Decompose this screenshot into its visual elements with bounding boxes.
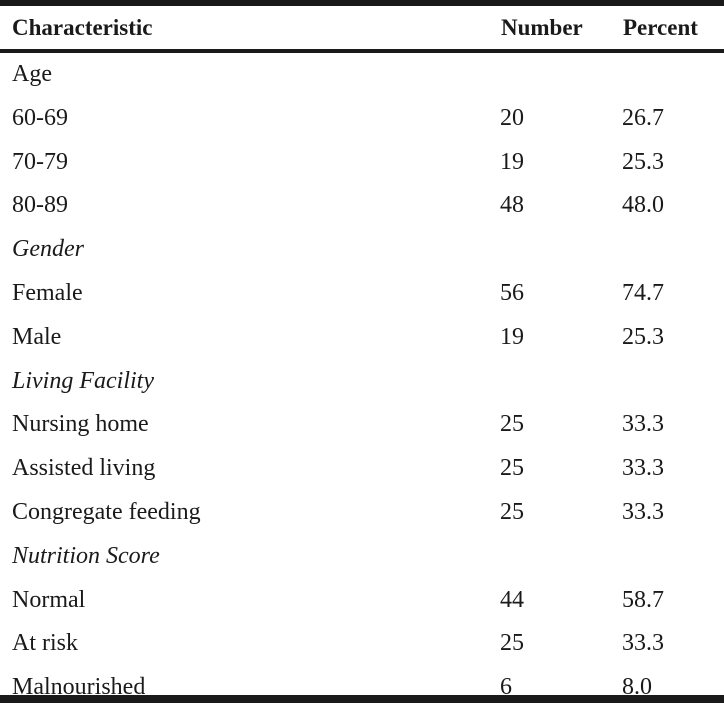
row-label: 70-79 [12,148,68,175]
row-percent: 74.7 [622,279,664,306]
row-number: 19 [500,148,524,175]
row-number: 48 [500,192,524,219]
row-label: Nursing home [12,411,149,438]
table-header-row: Characteristic Number Percent [0,6,724,49]
row-number: 19 [500,323,524,350]
table-top-rule [0,0,724,6]
row-percent: 26.7 [622,104,664,131]
table-row: Assisted living 25 33.3 [0,447,724,491]
section-row-nutrition-score: Nutrition Score [0,535,724,579]
section-label: Nutrition Score [12,542,160,569]
row-number: 25 [500,455,524,482]
table-row: 80-89 48 48.0 [0,184,724,228]
table-row: At risk 25 33.3 [0,622,724,666]
row-label: 80-89 [12,192,68,219]
row-percent: 48.0 [622,192,664,219]
row-number: 25 [500,411,524,438]
header-number: Number [501,15,583,40]
row-label: At risk [12,630,78,657]
row-label: Female [12,279,83,306]
header-characteristic: Characteristic [12,15,153,40]
row-label: 60-69 [12,104,68,131]
table-row: 70-79 19 25.3 [0,141,724,185]
table-row: Nursing home 25 33.3 [0,403,724,447]
row-number: 44 [500,586,524,613]
table-row: Congregate feeding 25 33.3 [0,491,724,535]
row-number: 56 [500,279,524,306]
table-row: Female 56 74.7 [0,272,724,316]
row-percent: 33.3 [622,455,664,482]
table-row: Male 19 25.3 [0,316,724,360]
row-number: 25 [500,630,524,657]
header-percent: Percent [623,15,698,40]
row-number: 6 [500,674,512,701]
row-percent: 25.3 [622,323,664,350]
row-percent: 33.3 [622,411,664,438]
table-row: Normal 44 58.7 [0,579,724,623]
row-label: Male [12,323,62,350]
row-percent: 33.3 [622,498,664,525]
row-percent: 58.7 [622,586,664,613]
section-row-gender: Gender [0,228,724,272]
row-label: Congregate feeding [12,498,201,525]
row-number: 20 [500,104,524,131]
row-label: Age [12,61,52,87]
section-label: Gender [12,236,84,263]
row-number: 25 [500,498,524,525]
row-label: Assisted living [12,455,156,482]
row-label: Normal [12,586,86,613]
table-bottom-rule [0,695,724,703]
table-row: Malnourished 6 8.0 [0,666,724,710]
table-header-rule [0,49,724,53]
table-row: Age [0,53,724,97]
table-row: 60-69 20 26.7 [0,97,724,141]
row-percent: 25.3 [622,148,664,175]
row-percent: 33.3 [622,630,664,657]
section-row-living-facility: Living Facility [0,360,724,404]
section-label: Living Facility [12,367,154,394]
table-body: Age 60-69 20 26.7 70-79 19 25.3 80-89 48… [0,53,724,710]
